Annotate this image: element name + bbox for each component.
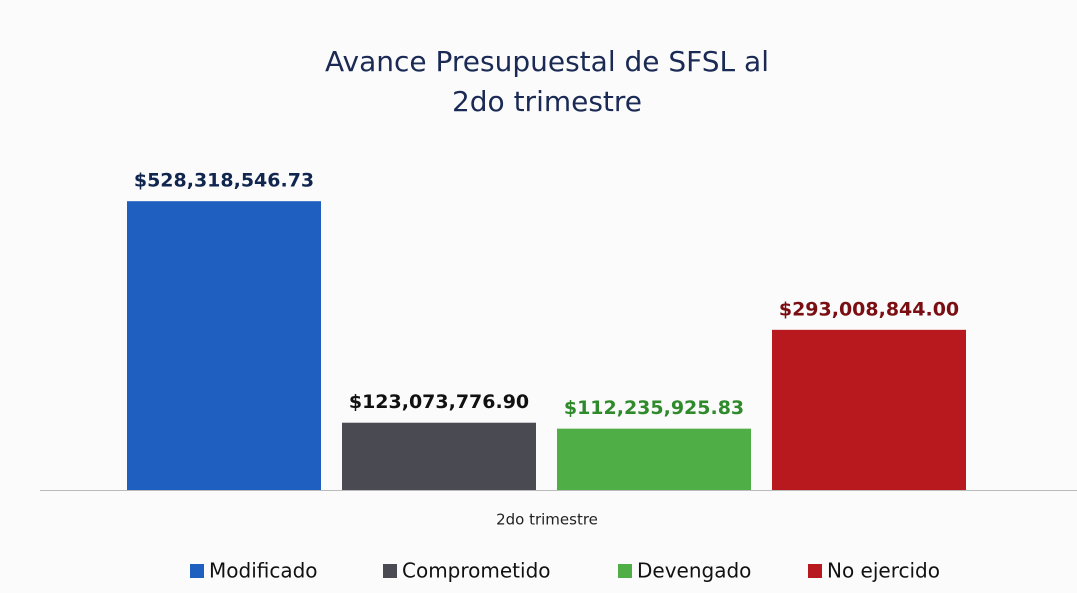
legend-label: Devengado	[637, 559, 751, 583]
legend-label: Comprometido	[402, 559, 551, 583]
data-label: $112,235,925.83	[564, 397, 744, 419]
bar	[772, 329, 966, 490]
chart-title: Avance Presupuestal de SFSL al 2do trime…	[324, 45, 769, 118]
x-tick-label: 2do trimestre	[496, 511, 598, 529]
legend-label: No ejercido	[827, 559, 940, 583]
legend-swatch	[618, 564, 632, 578]
legend-swatch	[808, 564, 822, 578]
data-label: $123,073,776.90	[349, 391, 529, 413]
data-label: $528,318,546.73	[134, 170, 314, 192]
bar	[557, 428, 751, 490]
legend-swatch	[383, 564, 397, 578]
data-label: $293,008,844.00	[779, 298, 959, 320]
legend-label: Modificado	[209, 559, 318, 583]
bar	[127, 201, 321, 491]
legend-swatch	[190, 564, 204, 578]
bar	[342, 422, 536, 490]
